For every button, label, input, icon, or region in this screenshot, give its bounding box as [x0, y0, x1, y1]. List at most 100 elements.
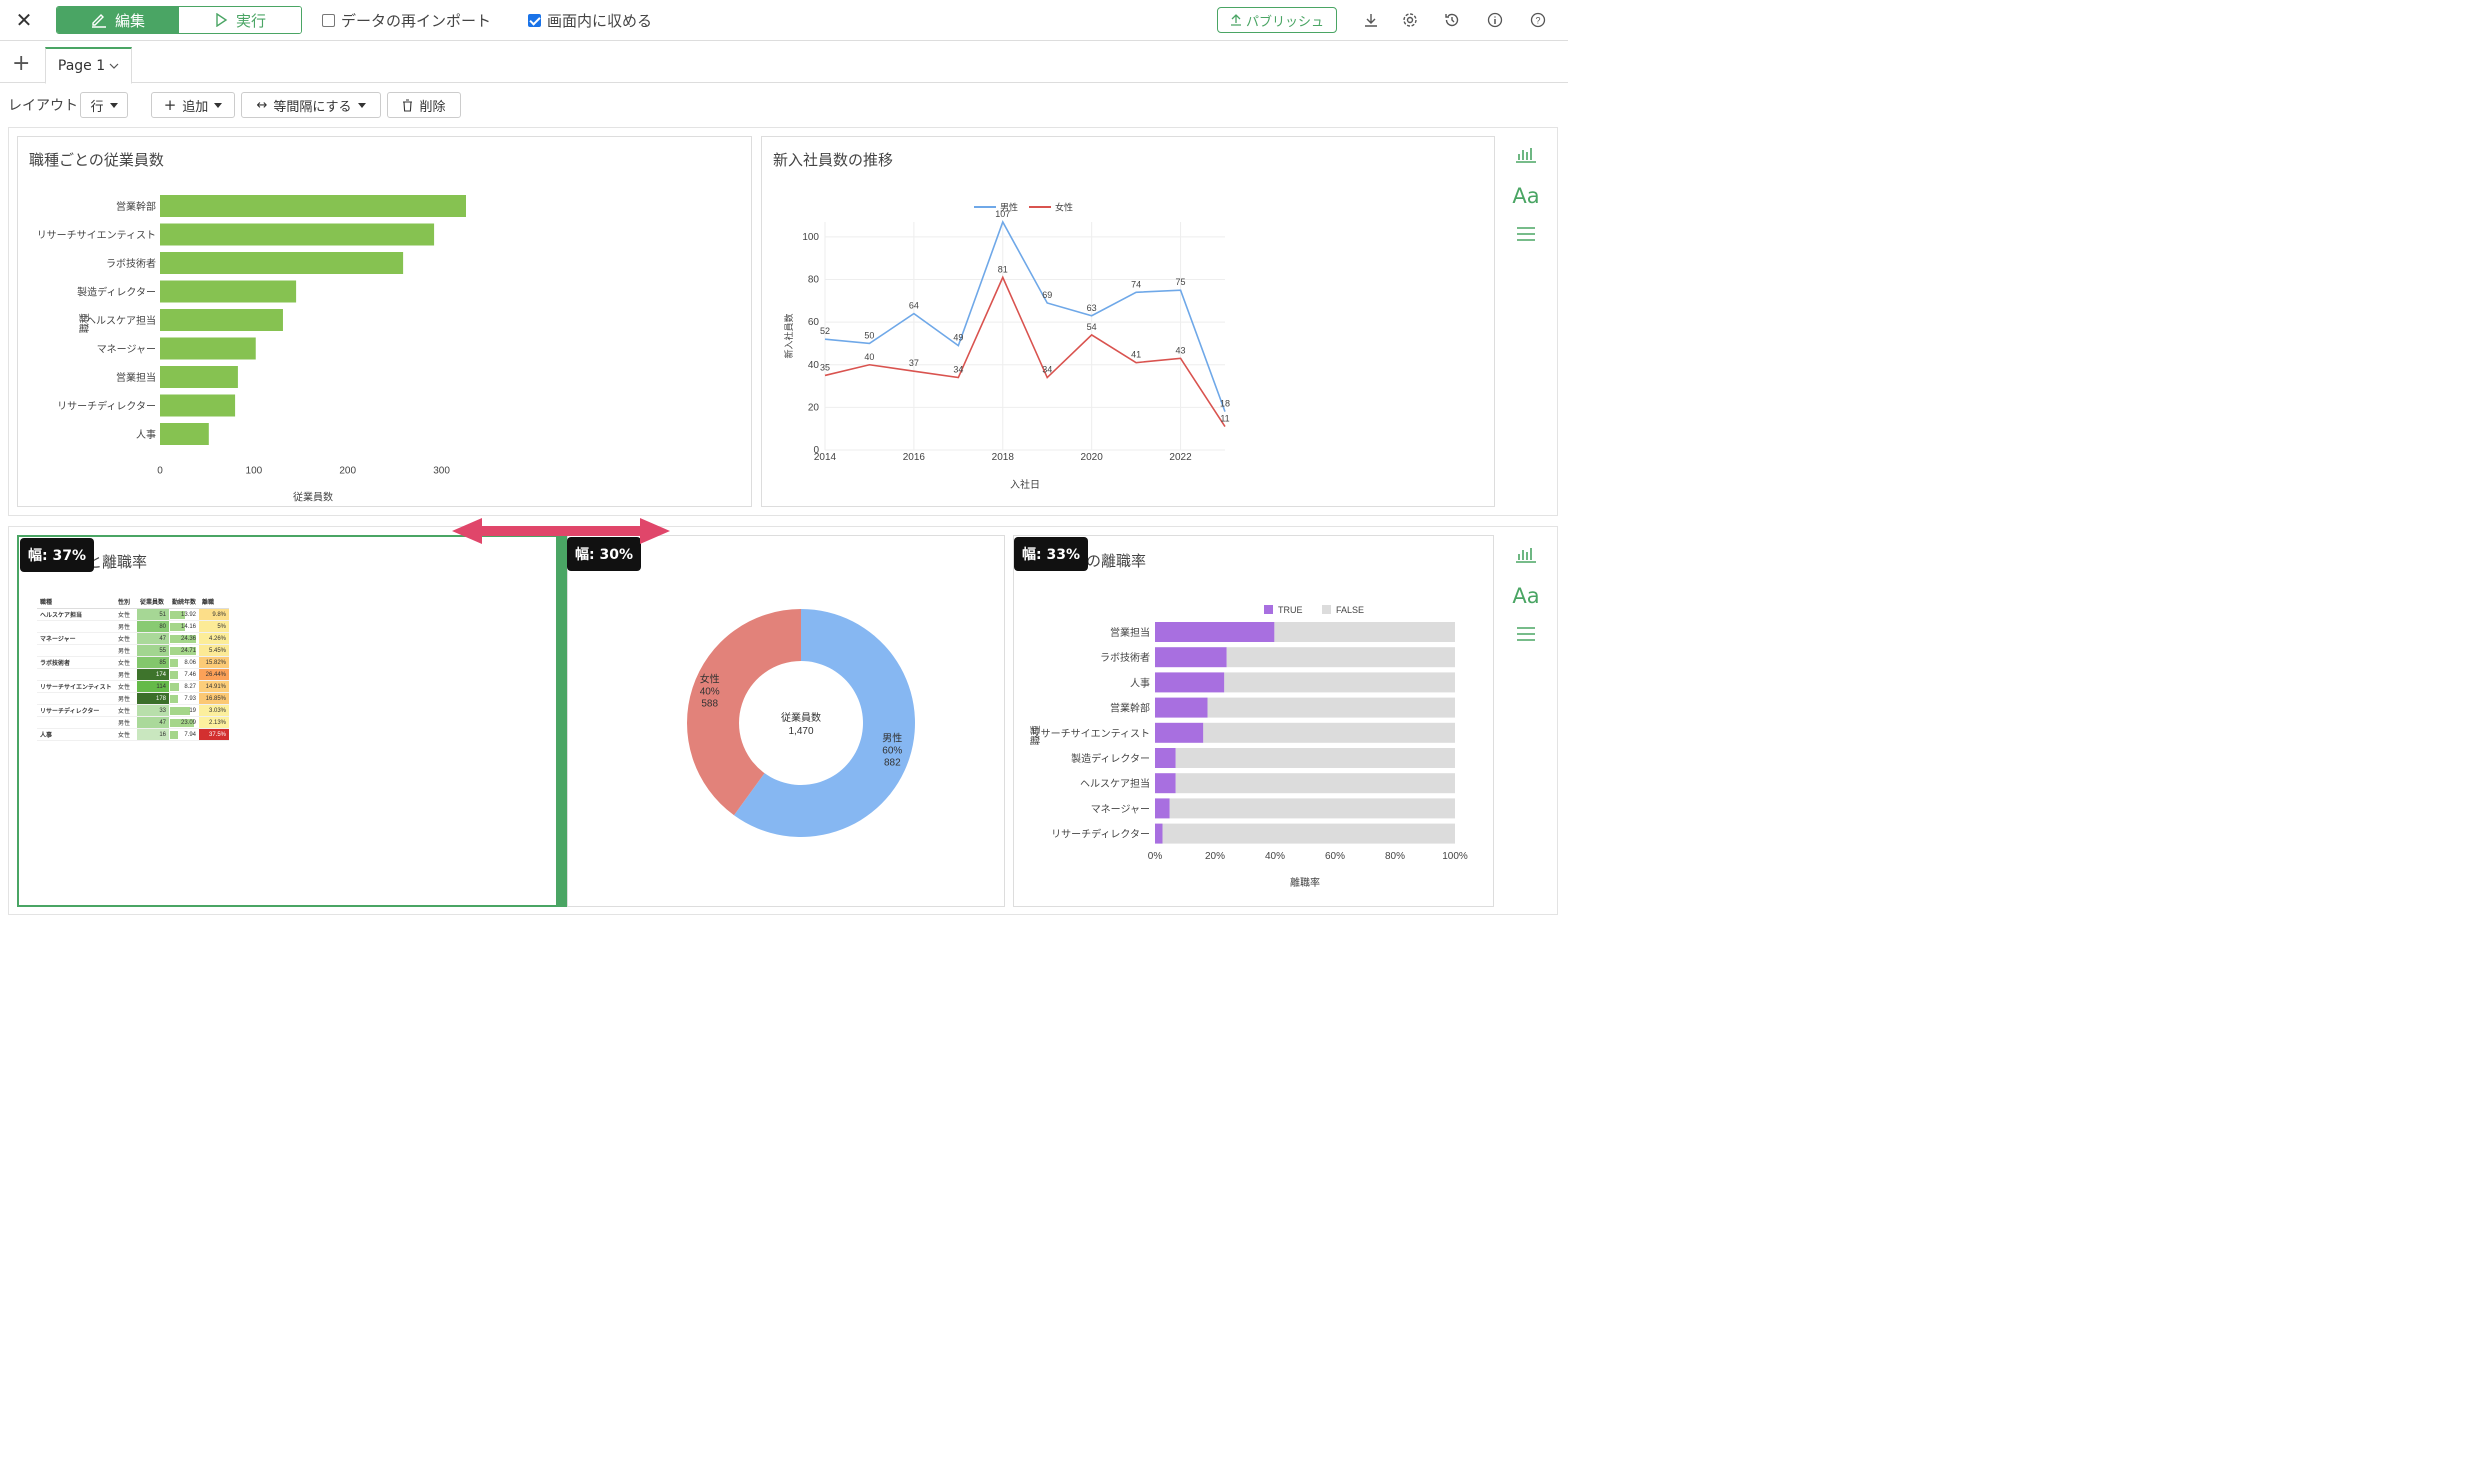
category-label: リサーチディレクター	[57, 400, 156, 413]
edit-icon	[91, 14, 106, 28]
text-icon[interactable]: Aa	[1512, 184, 1540, 208]
table-cell: リサーチディレクター	[37, 704, 115, 717]
bar	[160, 337, 256, 360]
table-cell: 51	[137, 608, 169, 621]
run-button[interactable]: 実行	[179, 7, 301, 33]
tenure-value: 24.71	[180, 647, 196, 654]
bar-segment	[1175, 773, 1455, 794]
arrows-horizontal-icon: ↔	[256, 97, 268, 113]
row-2-side-tools: Aa	[1511, 540, 1541, 650]
tick-label: 0%	[1148, 851, 1163, 862]
tab-page-1[interactable]: Page 1	[45, 47, 132, 84]
layout-label: レイアウト	[8, 98, 78, 114]
fit-checkbox[interactable]: 画面内に収める	[528, 10, 652, 31]
slice-pct: 40%	[700, 686, 720, 697]
plus-icon[interactable]: +	[12, 51, 31, 76]
publish-label: パブリッシュ	[1245, 14, 1324, 30]
edit-button[interactable]: 編集	[57, 7, 179, 33]
bar-segment	[1175, 748, 1455, 768]
table-cell: 55	[137, 644, 169, 657]
x-axis-label: 離職率	[1290, 876, 1320, 889]
table-cell: 男性	[115, 716, 137, 729]
bar-segment	[1155, 722, 1204, 743]
bar	[160, 223, 435, 246]
delete-button[interactable]: 削除	[387, 92, 461, 118]
donut-card[interactable]: 男性 60% 882 女性 40% 588 従業員数 1,470	[567, 535, 1005, 907]
equal-spacing-button[interactable]: ↔ 等間隔にする	[241, 92, 381, 118]
fit-checkbox-box[interactable]	[528, 14, 541, 27]
x-axis-label: 入社日	[1010, 478, 1040, 491]
table-cell: 37.5%	[199, 728, 229, 741]
center-label: 従業員数	[781, 711, 821, 724]
publish-button[interactable]: パブリッシュ	[1217, 7, 1337, 33]
category-label: ヘルスケア担当	[86, 314, 156, 327]
data-label: 74	[1131, 279, 1141, 289]
text-icon[interactable]: Aa	[1512, 584, 1540, 608]
top-toolbar: ✕ 編集 実行 データの再インポート 画面内に収める パブリッシュ ?	[0, 0, 1568, 41]
table-row: 男性 47 23.09 2.13%	[37, 716, 229, 729]
history-icon[interactable]	[1442, 10, 1462, 30]
tenure-value: 8.06	[184, 659, 196, 666]
table-row: 男性 80 14.16 5%	[37, 620, 229, 633]
tenure-value: 24.36	[180, 635, 196, 642]
tenure-value: 7.94	[184, 731, 196, 738]
bar-segment	[1155, 647, 1227, 668]
play-icon	[216, 13, 228, 27]
bar-segment	[1169, 798, 1455, 819]
bar-segment	[1155, 748, 1176, 768]
table-cell: 24.36	[169, 632, 199, 645]
tick-label: 100	[246, 466, 263, 477]
job-count-card[interactable]: 職種ごとの従業員数 営業幹部 リサーチサイエンティスト ラボ技術者 製造ディレクターヘ…	[17, 136, 752, 507]
reimport-checkbox[interactable]: データの再インポート	[322, 10, 491, 31]
bar-segment	[1274, 622, 1455, 642]
tick-label: 100	[802, 232, 819, 243]
resize-handle[interactable]	[556, 537, 567, 905]
table-cell: 男性	[115, 644, 137, 657]
tenure-bar	[170, 719, 194, 727]
info-icon[interactable]	[1485, 10, 1505, 30]
table-cell	[37, 692, 115, 705]
hires-chart: 0 20 40 60 80 100 2014 2016 2018 2020 2022 52 50 64 49…	[783, 202, 1230, 492]
tenure-bar	[170, 695, 178, 703]
slice-name: 男性	[882, 732, 902, 745]
table-cell: 178	[137, 692, 169, 705]
tenure-value: 7.46	[184, 671, 196, 678]
tick-label: 20%	[1205, 851, 1225, 862]
legend-label: TRUE	[1278, 605, 1303, 615]
hires-card[interactable]: 新入社員数の推移 0 20 40 60 80 100 2014 2016 2018 2020 202…	[761, 136, 1495, 507]
attrition-card[interactable]: の離職率 営業担当 ラボ技術者 人事 営業幹部 リサーチサイエンティスト 製造ディレクター…	[1013, 535, 1494, 907]
bar	[160, 366, 238, 388]
category-label: マネージャー	[97, 344, 156, 356]
data-label: 11	[1220, 414, 1229, 424]
add-button[interactable]: + 追加	[151, 92, 235, 118]
tick-label: 300	[433, 466, 450, 477]
edit-label: 編集	[114, 11, 145, 30]
table-cell: 85	[137, 656, 169, 669]
width-badge-donut: 幅: 30%	[567, 537, 641, 571]
data-label: 18	[1220, 399, 1230, 409]
category-label: リサーチサイエンティスト	[37, 230, 156, 242]
column-header: 従業員数	[137, 595, 169, 609]
table-card[interactable]: と離職率 職種 性別 従業員数 勤続年数 離職 ヘルスケア担当 女性 51 13.92 9.8%…	[17, 535, 567, 907]
resize-arrow-icon	[452, 518, 670, 544]
close-icon[interactable]: ✕	[15, 8, 33, 32]
download-icon[interactable]	[1361, 10, 1381, 30]
menu-icon[interactable]	[1511, 220, 1541, 248]
help-icon[interactable]: ?	[1528, 10, 1548, 30]
bar-segment	[1162, 823, 1455, 844]
table-cell	[37, 620, 115, 633]
row-select[interactable]: 行	[80, 92, 128, 118]
table-row: 人事 女性 16 7.94 37.5%	[37, 728, 229, 741]
tenure-bar	[170, 635, 196, 643]
column-header: 勤続年数	[169, 595, 199, 609]
bar-chart-icon[interactable]	[1511, 140, 1541, 168]
reimport-checkbox-box[interactable]	[322, 14, 335, 27]
bar-chart-icon[interactable]	[1511, 540, 1541, 568]
table-cell: 15.82%	[199, 656, 229, 669]
table-cell: 23.09	[169, 716, 199, 729]
menu-icon[interactable]	[1511, 620, 1541, 648]
gear-icon[interactable]	[1400, 10, 1420, 30]
table-cell: ヘルスケア担当	[37, 608, 115, 621]
bar	[160, 394, 236, 417]
chevron-down-icon[interactable]	[109, 62, 119, 70]
